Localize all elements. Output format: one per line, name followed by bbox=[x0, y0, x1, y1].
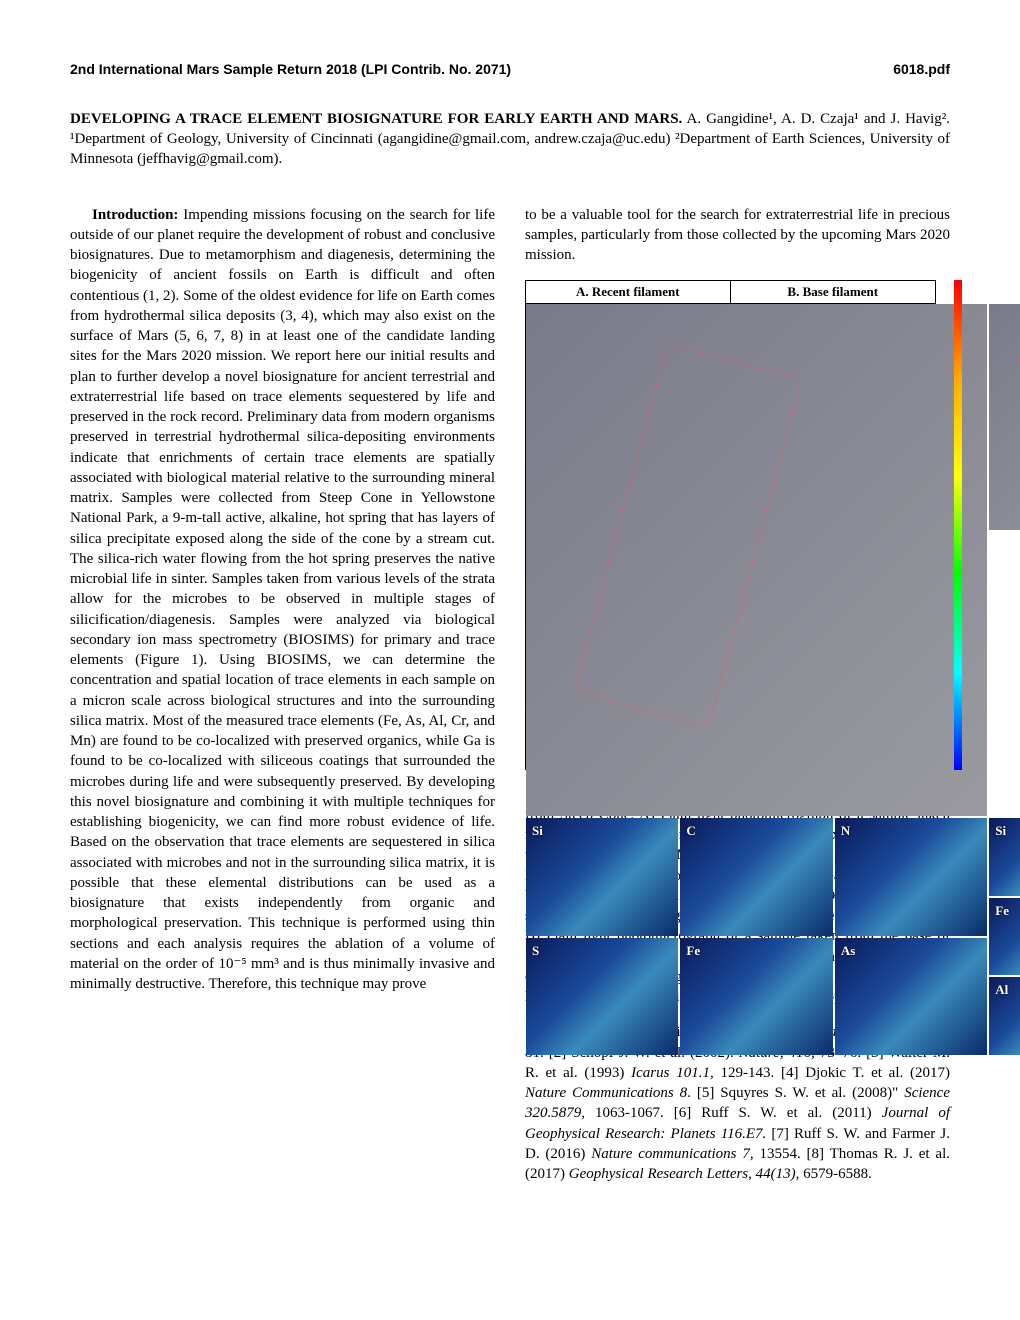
panel-a-micrograph bbox=[526, 304, 987, 817]
two-column-body: Introduction: Impending missions focusin… bbox=[70, 190, 950, 1200]
sims-panel: Si bbox=[526, 818, 678, 935]
sims-panel: Al bbox=[989, 977, 1020, 1055]
element-label: Si bbox=[995, 822, 1006, 840]
intro-paragraph: Introduction: Impending missions focusin… bbox=[70, 205, 495, 995]
sims-panel: S bbox=[526, 938, 678, 1055]
panel-b-micrograph bbox=[989, 304, 1020, 530]
element-label: Al bbox=[995, 981, 1008, 999]
sims-panel: C bbox=[680, 818, 832, 935]
sims-panel: Si bbox=[989, 818, 1020, 896]
figure-title-row: A. Recent filament B. Base filament bbox=[525, 280, 936, 303]
element-label: Si bbox=[532, 822, 543, 840]
sims-panel: Fe bbox=[989, 898, 1020, 976]
title-block: DEVELOPING A TRACE ELEMENT BIOSIGNATURE … bbox=[70, 109, 950, 170]
element-label: S bbox=[532, 942, 539, 960]
paper-title: DEVELOPING A TRACE ELEMENT BIOSIGNATURE … bbox=[70, 111, 682, 127]
left-column: Introduction: Impending missions focusin… bbox=[70, 190, 495, 1200]
figure-1: A. Recent filament B. Base filament Si C bbox=[525, 280, 950, 769]
right-column: to be a valuable tool for the search for… bbox=[525, 190, 950, 1200]
element-label: Fe bbox=[686, 942, 700, 960]
sims-panel: As bbox=[835, 938, 987, 1055]
sims-panel: N bbox=[835, 818, 987, 935]
conference-name: 2nd International Mars Sample Return 201… bbox=[70, 60, 511, 79]
page-header: 2nd International Mars Sample Return 201… bbox=[70, 60, 950, 79]
panel-a-title: A. Recent filament bbox=[526, 281, 731, 303]
figure-container: A. Recent filament B. Base filament Si C bbox=[525, 280, 950, 769]
colorbar bbox=[954, 280, 962, 769]
element-label: N bbox=[841, 822, 850, 840]
panel-b-title: B. Base filament bbox=[731, 281, 936, 303]
figure-grid: Si C N S Fe As Si C Fe Ga Al Cr bbox=[525, 303, 936, 770]
element-label: As bbox=[841, 942, 855, 960]
element-label: Fe bbox=[995, 902, 1009, 920]
intro-tail: to be a valuable tool for the search for… bbox=[525, 205, 950, 266]
sims-panel: Fe bbox=[680, 938, 832, 1055]
intro-heading: Introduction: bbox=[92, 207, 178, 223]
intro-text: Impending missions focusing on the searc… bbox=[70, 207, 495, 993]
element-label: C bbox=[686, 822, 695, 840]
doc-number: 6018.pdf bbox=[893, 60, 950, 79]
